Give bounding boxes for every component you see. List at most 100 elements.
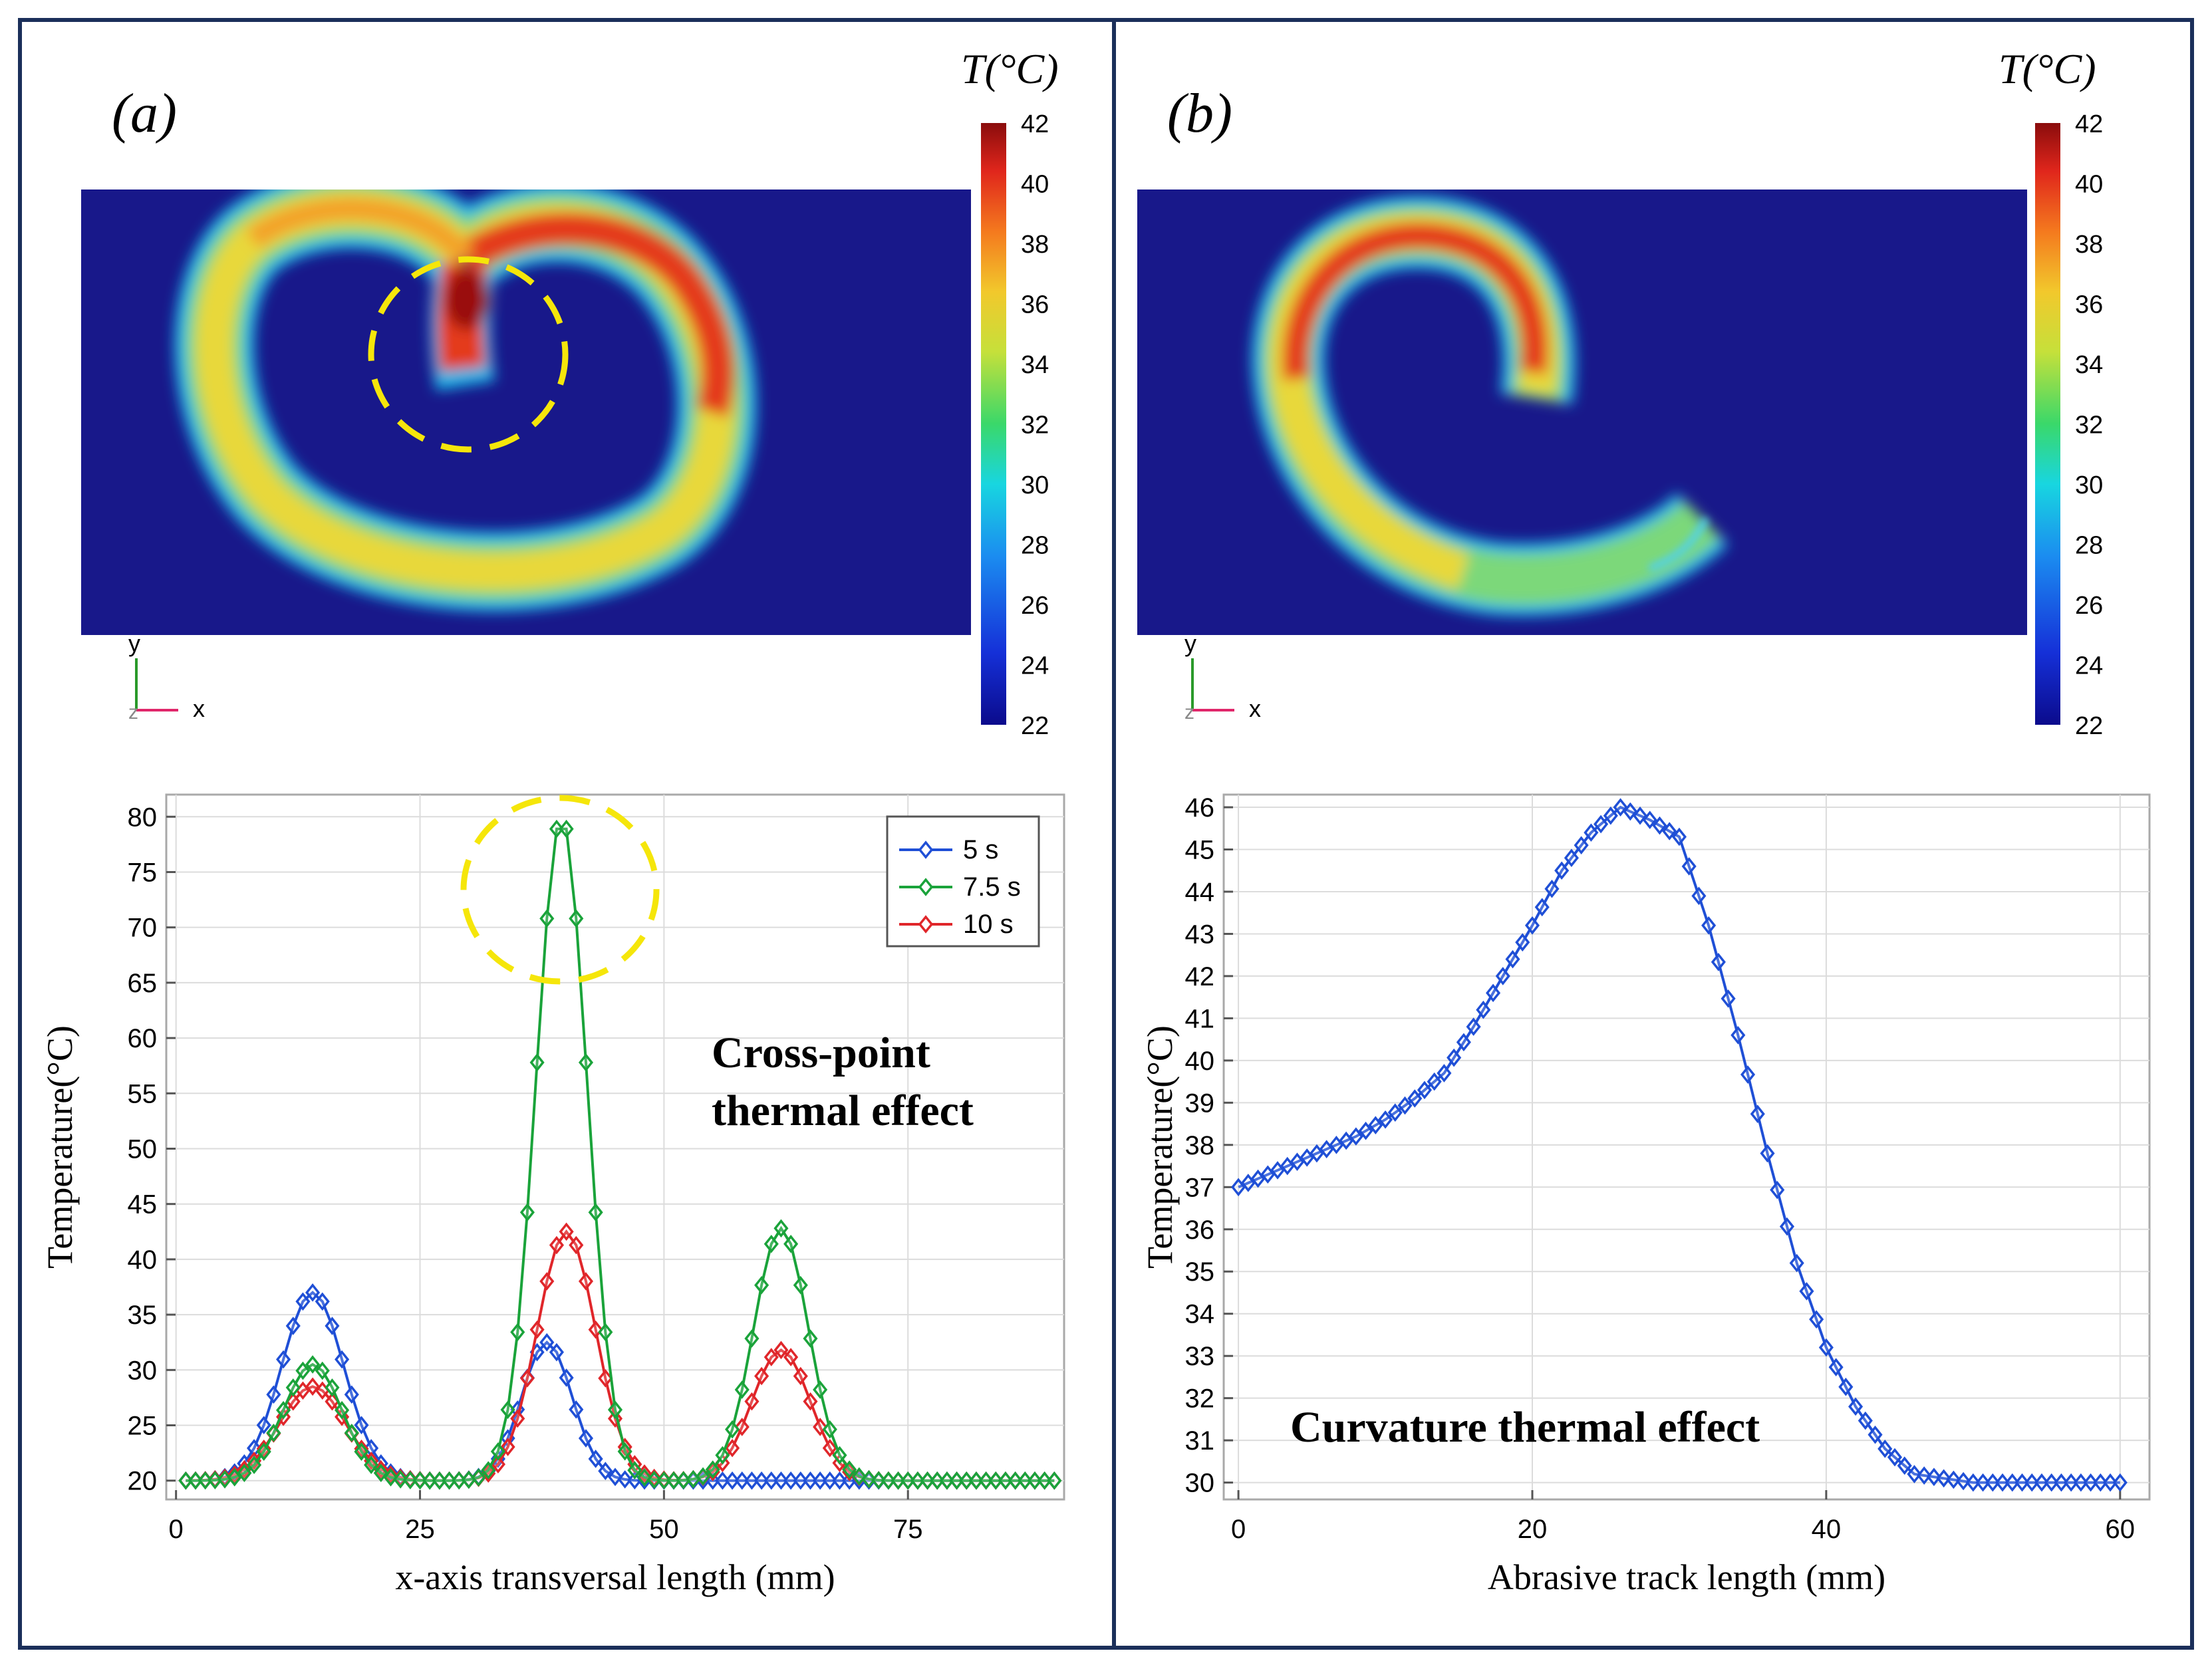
data-point xyxy=(1897,1456,1912,1476)
data-point xyxy=(793,1275,808,1295)
series-line xyxy=(186,827,1055,1482)
data-point xyxy=(1936,1469,1951,1488)
data-point xyxy=(1985,1473,2001,1492)
data-point xyxy=(305,1355,321,1374)
colorbar-tick-label: 38 xyxy=(1021,231,1049,259)
y-tick-label: 20 xyxy=(128,1467,158,1496)
data-point xyxy=(335,1350,350,1369)
data-point xyxy=(500,1438,515,1456)
data-point xyxy=(607,1468,623,1486)
data-point xyxy=(1799,1282,1814,1301)
x-tick-label: 0 xyxy=(1231,1515,1246,1544)
data-point xyxy=(412,1471,428,1490)
y-tick-label: 34 xyxy=(1185,1300,1215,1329)
data-point xyxy=(617,1442,632,1461)
data-point xyxy=(744,1471,760,1490)
data-point xyxy=(1965,1473,1981,1492)
data-point xyxy=(1887,1448,1903,1467)
data-point xyxy=(1348,1127,1363,1146)
data-point xyxy=(198,1471,213,1490)
data-point xyxy=(256,1416,271,1435)
data-point xyxy=(1544,879,1560,898)
panel-b-colorbar-title: T(°C) xyxy=(1999,45,2096,92)
chart-a-ylabel: Temperature(°C) xyxy=(40,1025,80,1269)
data-point xyxy=(1946,1470,1961,1489)
data-point xyxy=(734,1418,750,1436)
data-point xyxy=(803,1392,818,1411)
legend-marker xyxy=(918,878,934,896)
y-tick-label: 65 xyxy=(128,969,158,998)
data-point xyxy=(1593,815,1609,834)
data-point xyxy=(1877,1440,1893,1458)
data-point xyxy=(1358,1121,1373,1140)
data-point xyxy=(2093,1473,2108,1492)
data-point xyxy=(1603,806,1618,825)
data-point xyxy=(266,1385,281,1404)
legend-label: 7.5 s xyxy=(963,872,1021,902)
panel-b-axis-triad: y z x xyxy=(1184,630,1261,723)
data-point xyxy=(646,1470,662,1489)
colorbar-tick-label: 36 xyxy=(2075,291,2103,319)
y-tick-label: 41 xyxy=(1185,1004,1215,1033)
data-point xyxy=(2005,1473,2020,1492)
data-point xyxy=(2103,1473,2118,1492)
data-point xyxy=(1574,836,1589,854)
data-point xyxy=(978,1471,994,1490)
y-tick-label: 50 xyxy=(128,1134,158,1164)
data-point xyxy=(763,1348,779,1366)
panel-b-colorbar xyxy=(2035,123,2060,725)
data-point xyxy=(471,1468,486,1487)
data-point xyxy=(364,1439,379,1458)
data-point xyxy=(510,1409,525,1428)
data-point xyxy=(1018,1471,1033,1490)
data-point xyxy=(1740,1065,1756,1084)
data-point xyxy=(1760,1144,1775,1163)
colorbar-tick-label: 42 xyxy=(2075,110,2103,138)
y-tick-label: 31 xyxy=(1185,1426,1215,1456)
data-point xyxy=(754,1471,769,1490)
chart-a-annotation-line1: Cross-point xyxy=(712,1029,930,1077)
x-tick-label: 25 xyxy=(405,1515,435,1544)
data-point xyxy=(1505,950,1520,969)
panel-b-heat-track xyxy=(1252,195,1728,616)
colorbar-tick-label: 22 xyxy=(2075,712,2103,740)
data-point xyxy=(1584,823,1599,842)
data-point xyxy=(705,1460,720,1479)
chart-a-series xyxy=(178,819,1062,1490)
chart-b-ylabel: Temperature(°C) xyxy=(1140,1025,1180,1269)
data-point xyxy=(549,1235,564,1255)
data-point xyxy=(1047,1471,1062,1490)
panel-b-heatmap: (b) T(°C) 42 40 38 36 34 32 30 28 26 24 22 y z x xyxy=(1137,45,2103,740)
data-point xyxy=(1642,811,1657,829)
data-point xyxy=(1037,1471,1052,1490)
data-point xyxy=(519,1368,535,1388)
data-point xyxy=(305,1377,321,1396)
data-point xyxy=(715,1446,730,1465)
data-point xyxy=(1427,1072,1442,1091)
colorbar-tick-label: 40 xyxy=(1021,171,1049,199)
data-point xyxy=(2044,1473,2059,1492)
data-point xyxy=(285,1378,301,1397)
data-point xyxy=(763,1234,779,1253)
data-point xyxy=(1907,1465,1922,1483)
colorbar-tick-label: 42 xyxy=(1021,110,1049,138)
data-point xyxy=(1828,1358,1844,1376)
data-point xyxy=(383,1468,398,1487)
x-tick-label: 0 xyxy=(169,1515,184,1544)
data-point xyxy=(744,1329,760,1348)
data-point xyxy=(1632,806,1648,825)
legend-marker xyxy=(918,840,934,859)
y-tick-label: 44 xyxy=(1185,878,1215,907)
y-tick-label: 46 xyxy=(1185,793,1215,823)
data-point xyxy=(2034,1473,2050,1492)
data-point xyxy=(2064,1473,2079,1492)
data-point xyxy=(744,1392,760,1411)
data-point xyxy=(256,1442,271,1461)
data-point xyxy=(793,1366,808,1386)
chart-a-legend: 5 s 7.5 s 10 s xyxy=(886,815,1040,948)
data-point xyxy=(920,1471,935,1490)
data-point xyxy=(822,1438,837,1458)
data-point xyxy=(607,1400,623,1419)
panel-a-colorbar-title: T(°C) xyxy=(961,45,1059,92)
